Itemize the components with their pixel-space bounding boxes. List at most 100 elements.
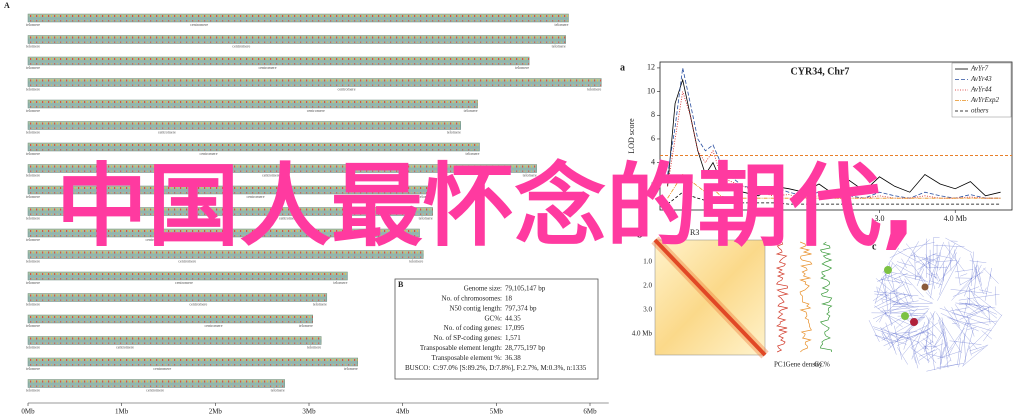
centromere-label: centromere (259, 65, 277, 70)
row-label: No. of SP-coding genes: (434, 334, 502, 342)
network-edge (968, 304, 985, 315)
network-edge (951, 307, 960, 327)
chromosome-stripes (28, 41, 566, 43)
network-edge (929, 280, 943, 286)
network-edge (893, 300, 919, 306)
telomere-label: telomere (26, 108, 40, 113)
telomere-label: telomere (26, 280, 40, 285)
network-edge (923, 322, 939, 334)
chromosome-bar (27, 99, 478, 109)
network-edge (940, 313, 979, 332)
chromosome-stripes (28, 316, 313, 318)
centromere-label: centromere (145, 237, 163, 242)
chromosome-stripes (28, 187, 433, 189)
telomere-label: telomere (26, 129, 40, 134)
network-edge (880, 326, 892, 348)
row-value: 17,095 (505, 324, 525, 332)
network-edge (927, 260, 935, 290)
lod-line (667, 67, 1001, 199)
network-edge (955, 302, 978, 306)
centromere-label: centromere (338, 86, 356, 91)
network-edge (932, 254, 952, 259)
chart-title: CYR34, Chr7 (791, 66, 850, 77)
network-edge (984, 267, 992, 301)
network-edge (973, 266, 984, 294)
network-edge (918, 349, 938, 357)
legend-label: others (971, 107, 989, 115)
network-edge (930, 321, 943, 335)
network-edge (948, 241, 952, 271)
y-tick-label: 1.0 (643, 258, 652, 266)
row-label: Transposable element %: (431, 354, 502, 362)
chromosome-bar (27, 379, 285, 388)
network-edge (954, 249, 961, 285)
lod-line (667, 191, 1001, 205)
network-edge (893, 278, 900, 284)
chromosome-bar (27, 228, 420, 238)
centromere-label: centromere (146, 387, 164, 392)
network-edge (885, 274, 912, 286)
network-edge (926, 315, 931, 325)
y-tick-label: 3.0 (643, 306, 652, 314)
network-edge (935, 260, 957, 263)
chromosome-bar (27, 271, 348, 281)
telomere-label: telomere (26, 301, 40, 306)
chromosome-stripes (28, 79, 602, 82)
network-edge (961, 344, 989, 367)
network-edge (889, 249, 907, 259)
network-edge (914, 253, 916, 280)
network-edge (916, 268, 925, 287)
telomere-label: telomere (299, 323, 313, 328)
row-label: BUSCO: (405, 364, 430, 372)
row-label: Genome size: (464, 285, 502, 293)
chromosome-bar (27, 78, 602, 87)
network-edge (894, 282, 903, 292)
network-edge (941, 317, 949, 349)
network-edge (951, 275, 975, 301)
chromosome-stripes (28, 299, 327, 301)
chromosome-stripes (28, 208, 433, 211)
network-edge (964, 304, 978, 314)
centromere-label: centromere (232, 43, 250, 48)
network-edge (927, 352, 938, 361)
node-dot (921, 283, 929, 291)
network-edge (926, 273, 938, 279)
network-edge (894, 333, 920, 343)
network-edge (943, 359, 951, 368)
centromere-label: centromere (153, 366, 171, 371)
network-edge (943, 306, 961, 328)
network-edge (930, 312, 935, 320)
y-tick-label: 2.0 (643, 282, 652, 290)
network-edge (957, 267, 986, 295)
row-label: No. of chromosomes: (442, 295, 503, 303)
network-edge (924, 331, 929, 353)
chromosome-stripes (28, 122, 461, 125)
row-value: 44.35 (505, 314, 521, 322)
centromere-label: centromere (175, 280, 193, 285)
chromosome-stripes (28, 230, 420, 232)
chromosome-stripes (28, 321, 313, 323)
network-edge (874, 328, 900, 338)
network-edge (958, 294, 1000, 301)
x-tick-label: 6Mb (583, 408, 597, 416)
row-value: 79,105,147 bp (505, 285, 546, 293)
network-edge (968, 286, 981, 309)
network-edge (890, 290, 913, 297)
chromosome-stripes (28, 144, 480, 146)
network-edge (927, 353, 946, 359)
network-edge (885, 322, 897, 355)
network-edge (874, 305, 903, 328)
telomere-label: telomere (26, 258, 40, 263)
chromosome-stripes (28, 337, 322, 340)
network-edge (898, 275, 912, 300)
panel-label: a (620, 62, 625, 73)
chromosome-stripes (28, 170, 537, 172)
network-edge (977, 264, 982, 274)
network-edge (945, 252, 957, 272)
network-edge (932, 313, 934, 343)
network-edge (877, 287, 896, 304)
network-edge (914, 260, 928, 280)
network-edge (939, 342, 947, 366)
network-edge (880, 298, 914, 307)
chromosome-bar (27, 314, 313, 324)
